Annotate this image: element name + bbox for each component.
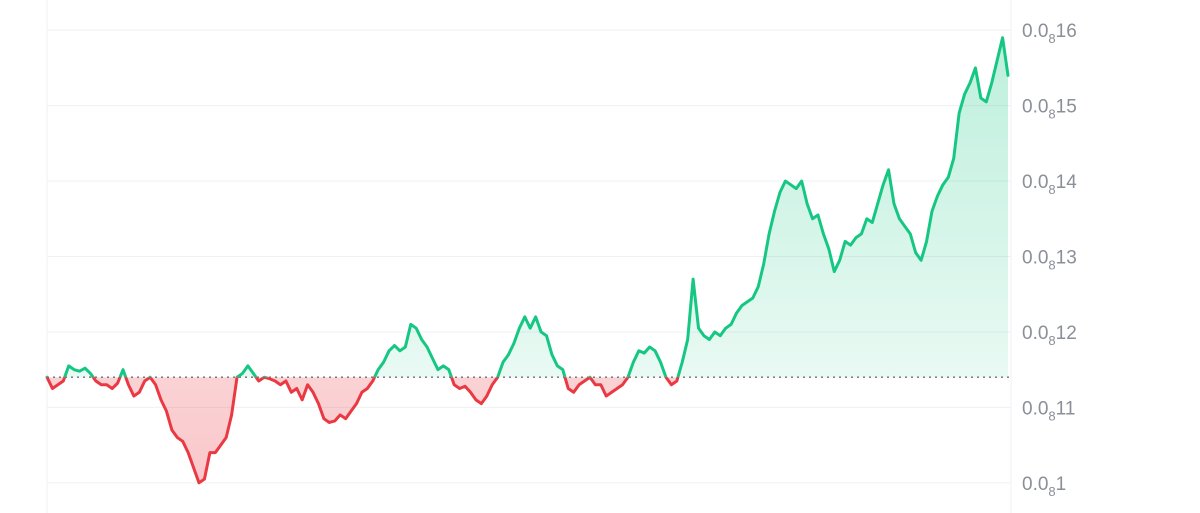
price-line-down (45, 377, 680, 485)
area-fills (47, 37, 1008, 483)
y-tick-label: 0.0813 (1022, 248, 1077, 273)
price-line-up (45, 36, 1010, 378)
y-tick-label: 0.0816 (1022, 21, 1077, 46)
y-tick-label: 0.0811 (1022, 398, 1075, 423)
y-axis-tick-labels: 0.0816 0.0815 0.0814 0.0813 0.0812 0.0811 0.08… (1022, 21, 1077, 499)
area-above-baseline (64, 37, 1008, 378)
y-tick-label: 0.0812 (1022, 323, 1077, 348)
y-tick-label: 0.0814 (1022, 172, 1077, 197)
price-lines (45, 36, 1010, 485)
y-tick-label: 0.081 (1022, 474, 1066, 499)
y-tick-label: 0.0815 (1022, 97, 1077, 122)
